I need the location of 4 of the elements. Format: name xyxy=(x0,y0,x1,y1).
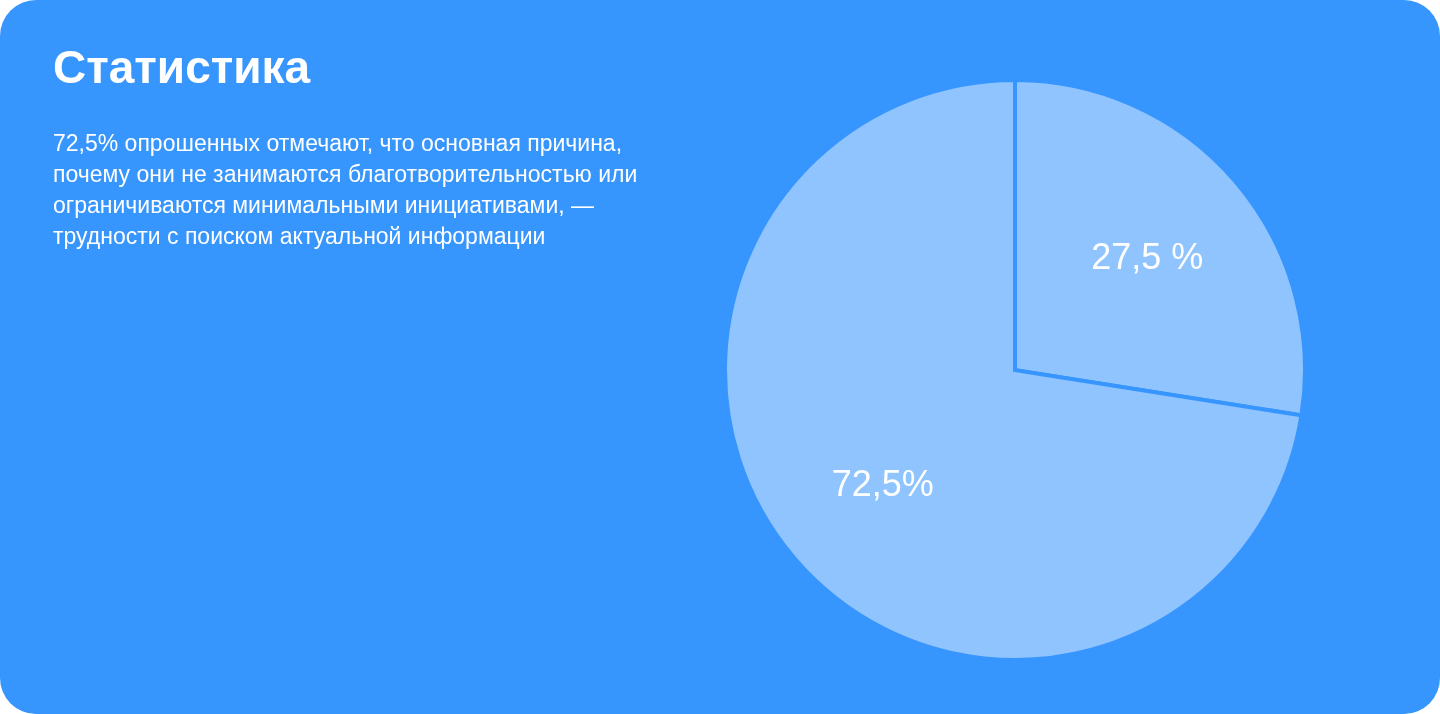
data-label: 27,5 % xyxy=(1091,236,1204,278)
text: 72,5% опрошенных отмечают, что основная причина, почему они не занимаются благотворительностью или ограничиваются минимальными инициативами, — трудности с поиском актуальной информации xyxy=(53,129,639,251)
text: Статистика xyxy=(53,40,311,94)
data-label: 72,5% xyxy=(831,462,934,504)
